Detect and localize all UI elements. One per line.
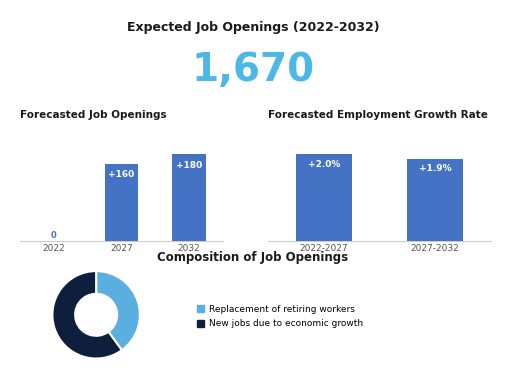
- Bar: [407, 159, 462, 241]
- Legend: Replacement of retiring workers, New jobs due to economic growth: Replacement of retiring workers, New job…: [196, 305, 363, 328]
- Text: +1.9%: +1.9%: [418, 164, 450, 173]
- Text: Composition of Job Openings: Composition of Job Openings: [157, 251, 348, 264]
- Text: Forecasted Employment Growth Rate: Forecasted Employment Growth Rate: [268, 110, 487, 120]
- Text: +180: +180: [175, 161, 201, 170]
- Text: Forecasted Job Openings: Forecasted Job Openings: [20, 110, 167, 120]
- Bar: [172, 154, 206, 241]
- Text: 1,670: 1,670: [191, 51, 314, 89]
- Wedge shape: [53, 271, 122, 359]
- Text: +2.0%: +2.0%: [307, 160, 339, 169]
- Text: +160: +160: [108, 170, 134, 179]
- Bar: [105, 164, 138, 241]
- Text: 0: 0: [51, 231, 57, 240]
- Text: Expected Job Openings (2022-2032): Expected Job Openings (2022-2032): [126, 21, 379, 34]
- Bar: [295, 154, 351, 241]
- Wedge shape: [96, 271, 139, 350]
